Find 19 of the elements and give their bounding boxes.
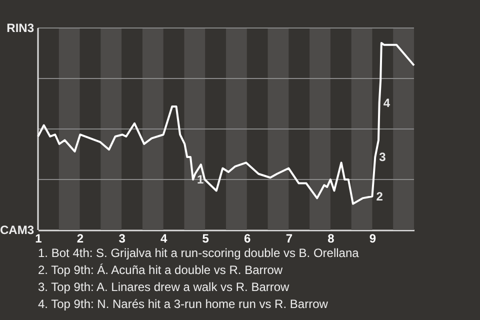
x-tick-label: 5 [202, 232, 210, 246]
text: 4. Top 9th: N. Narés hit a 3-run home run vs R. Barrow [38, 297, 328, 311]
annotation: 4 [383, 96, 390, 110]
annotation: 3 [379, 150, 386, 164]
text: 2. Top 9th: Á. Acuña hit a double vs R. Barrow [38, 263, 283, 277]
text: RIN3 [6, 21, 34, 35]
text: 1. Bot 4th: S. Grijalva hit a run-scoring double vs B. Orellana [38, 246, 360, 260]
text: 3. Top 9th: A. Linares drew a walk vs R. Barrow [38, 280, 290, 294]
x-tick-label: 8 [328, 232, 335, 246]
x-tick-label: 4 [160, 232, 168, 246]
x-tick-label: 6 [244, 232, 252, 246]
x-tick-label: 2 [76, 232, 84, 246]
x-tick-label: 1 [35, 232, 42, 246]
annotation: 2 [376, 189, 384, 204]
annotation: 1 [196, 172, 204, 186]
x-tick-label: 9 [369, 232, 376, 246]
text: CAM3 [0, 223, 34, 237]
x-tick-label: 3 [118, 232, 126, 246]
x-tick-label: 7 [286, 232, 293, 246]
